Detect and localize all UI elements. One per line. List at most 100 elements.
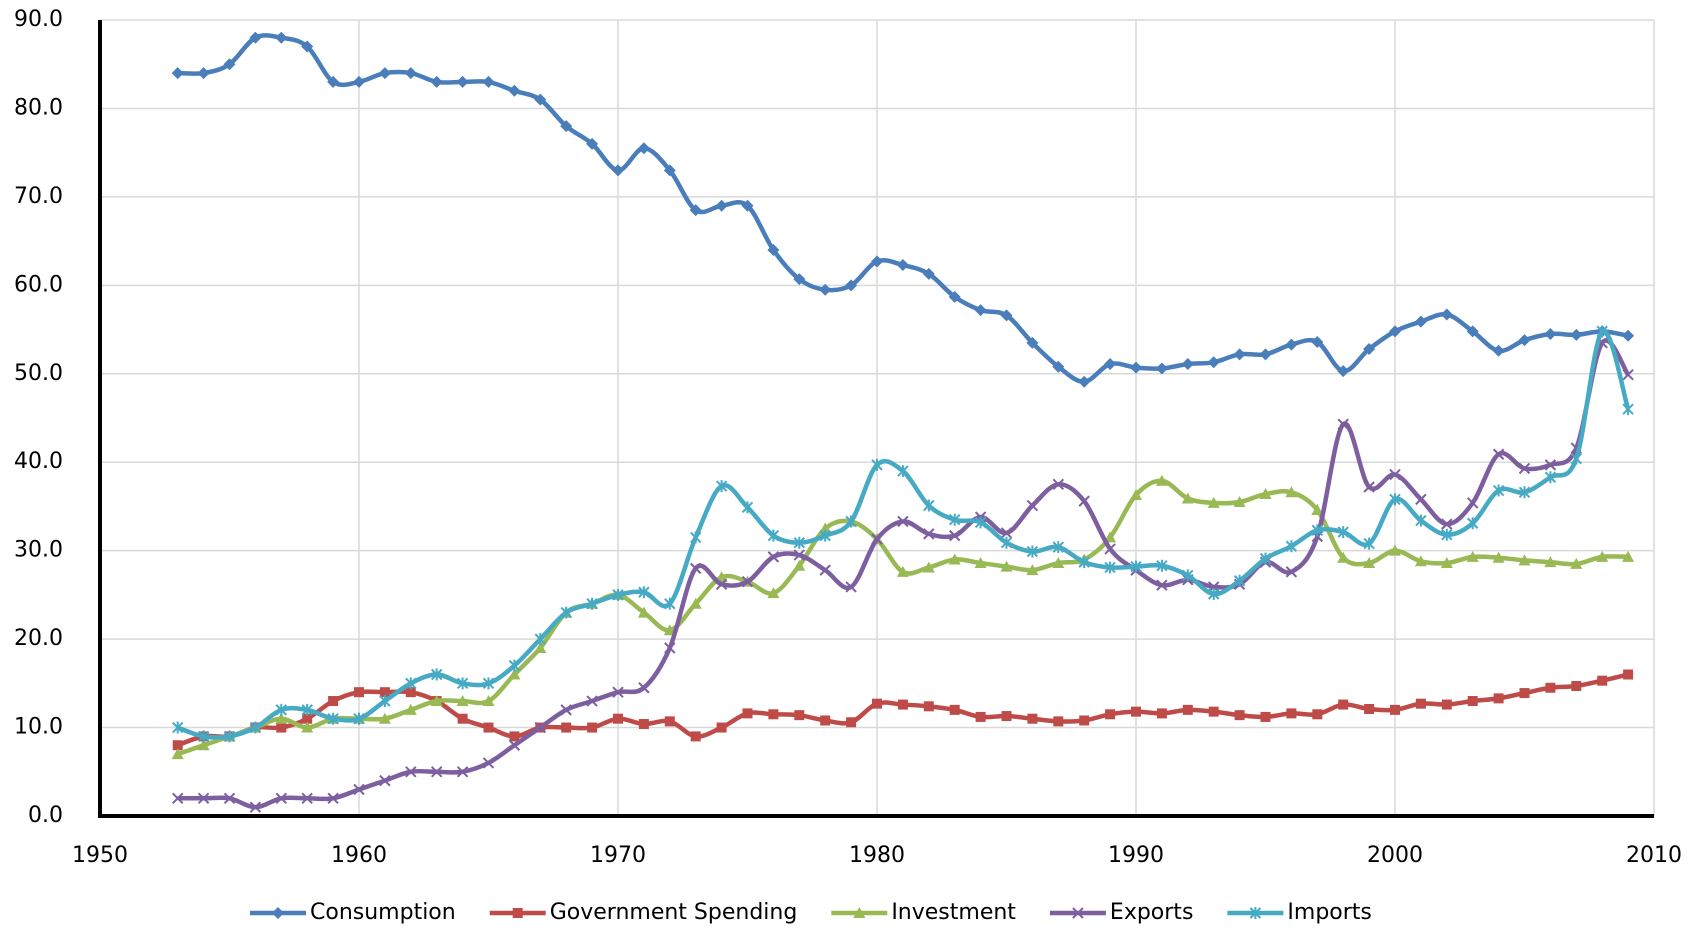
marker <box>845 515 857 528</box>
marker <box>1259 348 1272 361</box>
marker <box>587 722 598 733</box>
marker <box>845 279 858 292</box>
marker <box>1104 531 1117 543</box>
marker <box>1337 551 1350 563</box>
marker <box>1181 492 1194 504</box>
y-tick-label: 70.0 <box>14 184 63 209</box>
marker <box>197 739 210 751</box>
marker <box>922 561 935 573</box>
marker <box>276 722 287 733</box>
marker <box>430 766 443 778</box>
marker <box>819 529 831 542</box>
marker <box>197 730 210 743</box>
marker <box>1414 315 1427 328</box>
marker <box>223 730 236 743</box>
marker <box>1544 459 1557 471</box>
marker <box>197 67 210 80</box>
marker <box>456 695 469 707</box>
marker <box>1234 710 1245 721</box>
marker <box>1441 699 1452 710</box>
marker <box>1104 561 1116 574</box>
marker <box>1207 356 1220 369</box>
marker <box>1000 560 1013 572</box>
x-tick-label: 1980 <box>849 843 905 868</box>
marker <box>354 687 364 698</box>
x-tick-label: 1970 <box>590 843 646 868</box>
marker <box>1130 560 1142 573</box>
x-tick-label: 1960 <box>331 843 387 868</box>
marker <box>249 721 262 734</box>
marker <box>612 686 624 698</box>
marker <box>638 586 650 599</box>
marker <box>689 562 702 575</box>
marker <box>171 792 184 805</box>
marker <box>508 84 521 97</box>
marker <box>1492 484 1505 497</box>
marker <box>1337 418 1349 430</box>
y-tick-label: 60.0 <box>14 272 63 297</box>
marker <box>1544 327 1557 340</box>
marker <box>1623 669 1634 680</box>
marker <box>1000 536 1013 549</box>
marker <box>509 731 520 742</box>
marker <box>1518 486 1531 499</box>
marker <box>767 529 780 542</box>
marker <box>1285 338 1298 351</box>
marker <box>1182 569 1194 582</box>
marker <box>793 536 806 549</box>
y-tick-label: 0.0 <box>28 803 63 828</box>
marker <box>819 283 832 296</box>
marker <box>249 31 262 44</box>
marker <box>327 712 339 725</box>
series <box>171 474 1635 760</box>
marker <box>1570 328 1583 341</box>
marker <box>275 712 288 724</box>
marker <box>1492 551 1505 563</box>
marker <box>768 709 779 720</box>
marker <box>223 58 236 71</box>
marker <box>819 564 831 576</box>
marker <box>820 715 831 726</box>
x-tick-label: 1950 <box>72 843 128 868</box>
marker <box>1363 343 1376 356</box>
y-tick-label: 30.0 <box>14 538 63 563</box>
marker <box>456 766 469 778</box>
marker <box>1259 552 1272 565</box>
marker <box>1519 688 1530 699</box>
y-tick-label: 10.0 <box>14 715 63 740</box>
y-tick-label: 50.0 <box>14 361 63 386</box>
marker <box>1571 680 1582 691</box>
marker <box>1441 528 1453 541</box>
marker <box>794 710 805 721</box>
marker <box>1363 537 1375 550</box>
marker <box>1545 682 1556 693</box>
marker <box>975 711 986 722</box>
line <box>176 328 1631 740</box>
marker <box>223 792 236 805</box>
marker <box>1544 471 1557 484</box>
marker <box>1156 559 1168 572</box>
marker <box>819 522 832 534</box>
marker <box>1000 309 1013 322</box>
marker <box>1181 358 1194 371</box>
marker <box>172 740 183 751</box>
marker <box>1466 550 1479 562</box>
marker <box>872 698 882 709</box>
marker <box>689 597 702 609</box>
marker <box>1440 557 1453 569</box>
marker <box>1312 709 1323 720</box>
marker <box>974 304 987 317</box>
marker <box>741 501 754 514</box>
marker <box>767 551 780 563</box>
marker <box>430 695 443 707</box>
marker <box>1389 544 1401 556</box>
marker <box>897 699 908 710</box>
marker <box>1466 517 1479 530</box>
marker <box>638 682 650 694</box>
marker <box>1311 335 1324 348</box>
marker <box>275 31 288 44</box>
marker <box>301 40 314 53</box>
marker <box>871 458 883 471</box>
marker <box>1622 403 1634 416</box>
marker <box>948 513 961 526</box>
